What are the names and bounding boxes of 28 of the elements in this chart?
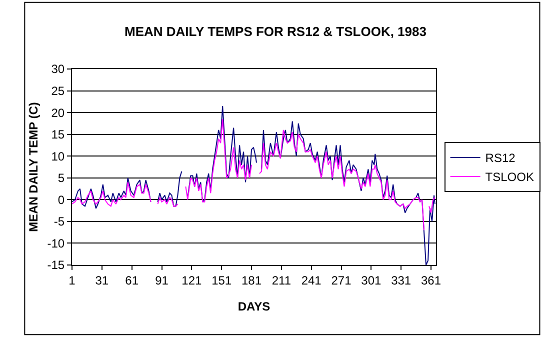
x-tick-label: 61 (125, 273, 139, 288)
x-axis-title: DAYS (238, 299, 270, 314)
x-tick-label: 31 (95, 273, 109, 288)
y-tick-label: -5 (54, 214, 65, 229)
legend-label: RS12 (485, 151, 516, 166)
y-tick-label: 20 (51, 106, 65, 120)
y-tick-label: 25 (51, 84, 65, 98)
chart-title: MEAN DAILY TEMPS FOR RS12 & TSLOOK, 1983 (124, 24, 426, 40)
x-tick-label: 331 (391, 273, 412, 288)
x-tick-label: 301 (361, 273, 382, 288)
y-axis-title: MEAN DAILY TEMP (C) (26, 102, 41, 232)
x-tick-label: 361 (420, 273, 442, 288)
x-tick-label: 271 (331, 273, 352, 288)
y-tick-label: -15 (47, 258, 65, 272)
x-tick-label: 241 (301, 273, 322, 288)
y-tick-label: 10 (51, 149, 65, 164)
y-tick-label: 0 (58, 192, 65, 207)
y-tick-label: 30 (51, 62, 65, 76)
x-tick-label: 211 (272, 273, 292, 288)
x-tick-label: 181 (241, 273, 262, 288)
legend-label: TSLOOK (485, 170, 534, 184)
y-tick-label: -10 (47, 236, 65, 250)
y-tick-label: 15 (51, 128, 65, 142)
x-tick-label: 121 (182, 273, 202, 288)
x-tick-label: 151 (212, 273, 232, 288)
x-tick-label: 1 (68, 273, 76, 288)
y-tick-label: 5 (58, 171, 65, 186)
x-tick-label: 91 (155, 273, 169, 288)
